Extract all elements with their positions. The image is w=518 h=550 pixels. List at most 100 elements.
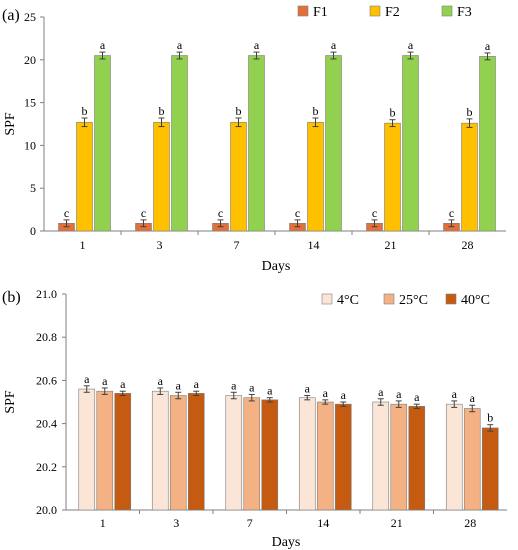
bar-F3-day-7: [248, 55, 265, 232]
significance-label: b: [390, 106, 396, 120]
x-tick-label: 14: [317, 516, 329, 530]
significance-label: a: [378, 385, 384, 399]
significance-label: a: [414, 390, 420, 404]
y-tick-label: 20.2: [36, 460, 57, 474]
bar-25°C-day-21: [390, 403, 408, 511]
significance-label: a: [452, 387, 458, 401]
chart-panel-b: (b) SPF Days 20.0 20.2 20.4 20.6 20.8 21.0 1 3…: [2, 287, 507, 550]
significance-label: a: [331, 38, 337, 52]
x-tick-label: 1: [80, 238, 86, 252]
bar-F3-day-28: [479, 56, 496, 232]
bars: c b a c b a c b a c b a c b a c b a: [58, 38, 496, 232]
legend: F1 F2 F3: [297, 5, 472, 20]
significance-label: c: [372, 206, 377, 220]
chart-panel-a: (a) SPF Days 0 5 10 15 20 25 1 3 7 14 21 28 c b a c b a…: [2, 5, 506, 274]
legend-label: F3: [457, 5, 472, 20]
legend-swatch: [383, 293, 395, 305]
legend-label: F2: [385, 5, 400, 20]
bar-40°C-day-14: [334, 403, 352, 511]
x-tick-label: 28: [464, 516, 476, 530]
bar-F3-day-3: [171, 55, 188, 232]
bar-25°C-day-3: [169, 395, 187, 511]
bar-40°C-day-28: [481, 427, 499, 511]
significance-label: a: [254, 38, 260, 52]
bar-40°C-day-21: [408, 406, 426, 511]
legend-label: 25°C: [399, 293, 428, 308]
y-tick-label: 20.6: [36, 373, 57, 387]
y-tick-label: 20.8: [36, 330, 57, 344]
significance-label: b: [487, 411, 493, 425]
bar-25°C-day-14: [316, 401, 334, 511]
panel-label: (a): [2, 7, 20, 24]
bar-F2-day-28: [461, 122, 478, 232]
significance-label: a: [120, 377, 126, 391]
y-tick-label: 0: [30, 224, 36, 238]
bar-F2-day-7: [230, 121, 247, 232]
y-ticks: 0 5 10 15 20 25: [24, 10, 44, 238]
x-tick-label: 14: [308, 238, 320, 252]
legend-swatch: [445, 293, 457, 305]
bar-4°C-day-1: [78, 388, 96, 511]
bar-F2-day-1: [76, 121, 93, 232]
significance-label: a: [100, 38, 106, 52]
x-tick-label: 1: [100, 516, 106, 530]
legend-swatch: [369, 5, 381, 17]
significance-label: a: [158, 374, 164, 388]
x-ticks: 1 3 7 14 21 28: [80, 231, 474, 252]
bar-25°C-day-28: [463, 408, 481, 511]
bars: a a a a a a a a a a a a a a a a ab: [78, 372, 499, 511]
significance-label: a: [305, 382, 311, 396]
bar-F2-day-21: [384, 122, 401, 232]
x-tick-label: 3: [173, 516, 179, 530]
significance-label: b: [467, 105, 473, 119]
significance-label: b: [236, 104, 242, 118]
bar-F3-day-14: [325, 55, 342, 232]
bar-F2-day-3: [153, 121, 170, 232]
x-axis-title: Days: [262, 259, 291, 274]
significance-label: a: [249, 380, 255, 394]
significance-label: a: [102, 374, 108, 388]
legend-label: F1: [313, 5, 328, 20]
x-tick-label: 3: [157, 238, 163, 252]
significance-label: b: [313, 104, 319, 118]
y-axis-title: SPF: [3, 390, 18, 414]
y-tick-label: 10: [24, 138, 36, 152]
significance-label: c: [295, 206, 300, 220]
y-tick-label: 20.0: [36, 503, 57, 517]
legend-swatch: [441, 5, 453, 17]
y-tick-label: 20: [24, 53, 36, 67]
significance-label: a: [396, 387, 402, 401]
bar-25°C-day-1: [96, 390, 114, 511]
legend-label: 40°C: [461, 293, 490, 308]
significance-label: a: [470, 391, 476, 405]
significance-label: c: [64, 206, 69, 220]
x-axis-title: Days: [272, 535, 301, 550]
bar-F3-day-1: [94, 55, 111, 232]
significance-label: a: [267, 384, 273, 398]
y-ticks: 20.0 20.2 20.4 20.6 20.8 21.0: [36, 287, 66, 517]
x-tick-label: 7: [234, 238, 240, 252]
significance-label: a: [323, 386, 329, 400]
bar-4°C-day-3: [151, 390, 169, 511]
x-ticks: 1 3 7 14 21 28: [100, 510, 476, 530]
legend-swatch: [321, 293, 333, 305]
x-tick-label: 21: [385, 238, 397, 252]
legend-label: 4°C: [337, 293, 359, 308]
y-tick-label: 21.0: [36, 287, 57, 301]
significance-label: a: [485, 39, 491, 53]
x-tick-label: 28: [462, 238, 474, 252]
legend-swatch: [297, 5, 309, 17]
x-tick-label: 21: [391, 516, 403, 530]
significance-label: b: [82, 104, 88, 118]
significance-label: b: [159, 104, 165, 118]
significance-label: c: [218, 206, 223, 220]
y-tick-label: 15: [24, 96, 36, 110]
significance-label: c: [449, 206, 454, 220]
bar-25°C-day-7: [243, 397, 261, 511]
legend: 4°C 25°C 40°C: [321, 293, 490, 308]
bar-4°C-day-14: [298, 397, 316, 511]
bar-40°C-day-3: [187, 393, 205, 511]
bar-F2-day-14: [307, 121, 324, 232]
significance-label: a: [84, 372, 90, 386]
